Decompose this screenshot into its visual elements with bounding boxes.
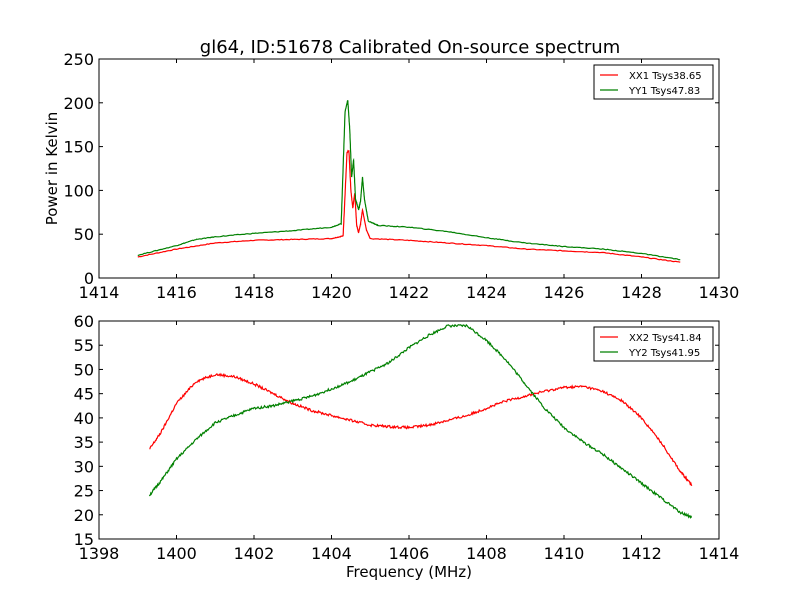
series-line-xx1: [137, 149, 681, 263]
series-line-xx2: [149, 372, 693, 487]
x-tick-label: 1398: [79, 544, 120, 563]
y-tick-label: 35: [74, 433, 94, 452]
legend-label: YY1 Tsys47.83: [628, 86, 700, 97]
x-tick-label: 1414: [79, 283, 120, 302]
y-tick-label: 100: [63, 181, 94, 200]
x-tick-label: 1420: [311, 283, 352, 302]
chart-title: gl64, ID:51678 Calibrated On-source spec…: [200, 37, 620, 58]
legend-label: YY2 Tsys41.95: [628, 348, 700, 359]
x-tick-label: 1418: [234, 283, 275, 302]
x-tick-label: 1404: [311, 544, 352, 563]
legend-box: [593, 326, 714, 362]
x-tick-label: 1422: [389, 283, 430, 302]
y-tick-label: 45: [74, 385, 94, 404]
series-line-yy2: [148, 323, 692, 519]
x-tick-label: 1402: [234, 544, 275, 563]
y-tick-label: 25: [74, 482, 94, 501]
x-tick-label: 1408: [466, 544, 507, 563]
y-tick-label: 55: [74, 336, 94, 355]
x-tick-label: 1430: [699, 283, 740, 302]
x-tick-label: 1428: [621, 283, 662, 302]
legend-label: XX1 Tsys38.65: [629, 71, 702, 82]
y-tick-label: 15: [74, 530, 94, 549]
x-tick-label: 1424: [466, 283, 507, 302]
y-tick-label: 200: [63, 94, 94, 113]
y-tick-label: 30: [74, 457, 94, 476]
bottom-axes: 1398 1400 1402 1404 1406 1408 1410 1412 1414 15 20…: [74, 312, 740, 581]
y-tick-label: 150: [63, 138, 94, 157]
y-tick-label: 40: [74, 409, 94, 428]
y-tick-label: 60: [74, 312, 94, 331]
x-tick-label: 1410: [544, 544, 585, 563]
legend-box: [593, 64, 714, 100]
x-tick-label: 1416: [156, 283, 197, 302]
y-tick-label: 50: [74, 360, 94, 379]
x-tick-label: 1414: [699, 544, 740, 563]
y-axis-label: Power in Kelvin: [43, 112, 61, 226]
legend-label: XX2 Tsys41.84: [629, 333, 702, 344]
y-tick-label: 250: [63, 50, 94, 69]
y-tick-label: 50: [74, 225, 94, 244]
top-axes: 1414 1416 1418 1420 1422 1424 1426 1428 1430 0 50 1…: [43, 50, 739, 302]
x-tick-label: 1400: [156, 544, 197, 563]
y-tick-label: 0: [84, 269, 94, 288]
x-tick-label: 1426: [544, 283, 585, 302]
y-tick-label: 20: [74, 506, 94, 525]
x-axis-label: Frequency (MHz): [346, 563, 472, 581]
x-tick-label: 1412: [621, 544, 662, 563]
series-line-yy1: [137, 100, 681, 261]
x-tick-label: 1406: [389, 544, 430, 563]
